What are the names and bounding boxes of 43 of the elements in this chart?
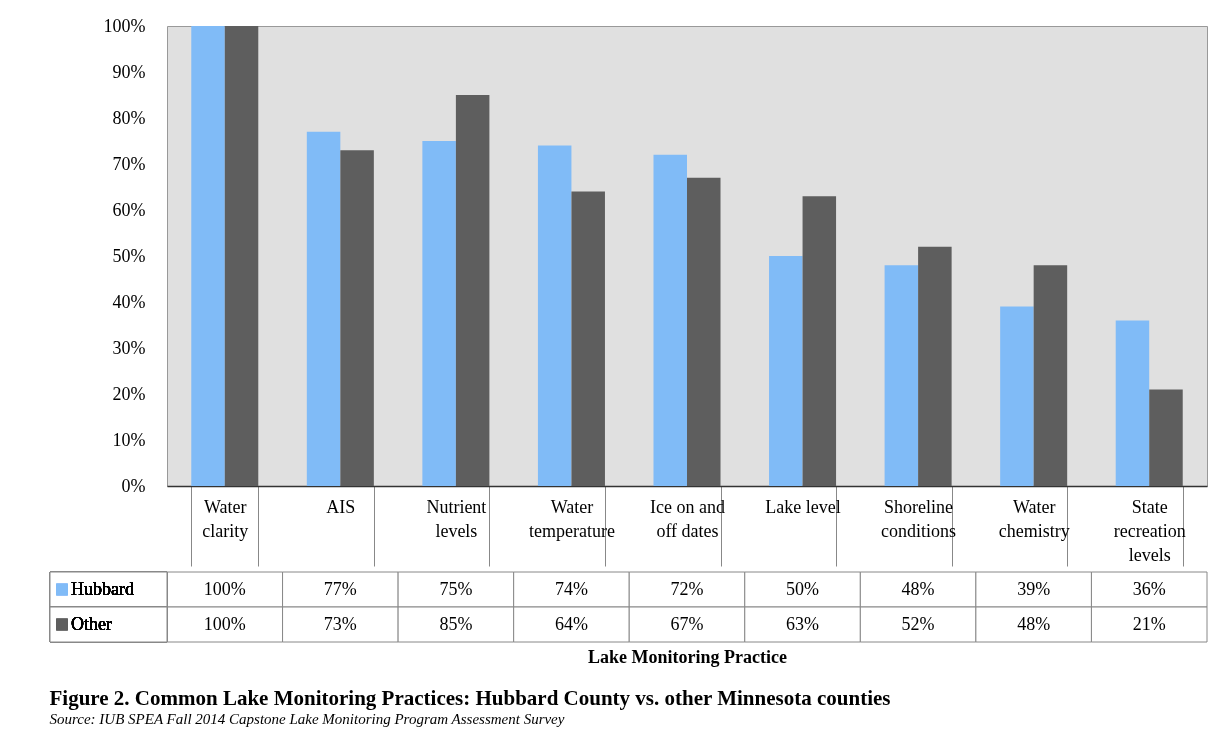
data-label: 39% <box>1017 578 1051 599</box>
x-tick-label: State recreation levels <box>1113 496 1186 565</box>
x-tick-label: Water clarity <box>202 496 249 541</box>
source-note: Source: IUB SPEA Fall 2014 Capstone Lake Monitoring Program Assessment Survey <box>49 711 565 727</box>
data-label: 100% <box>203 613 246 634</box>
y-tick-label: 70% <box>112 153 146 174</box>
data-label: 75% <box>439 578 473 599</box>
x-tick-label: Water temperature <box>528 496 615 541</box>
data-label: 52% <box>901 613 935 634</box>
data-label: 36% <box>1132 578 1166 599</box>
y-tick-label: 0% <box>121 475 146 496</box>
data-label: 74% <box>554 578 588 599</box>
x-tick-label: Ice on and off dates <box>650 496 725 541</box>
y-tick-label: 10% <box>112 429 146 450</box>
data-label: 73% <box>323 613 357 634</box>
data-label: 77% <box>323 578 357 599</box>
x-tick-label: Nutrient levels <box>426 496 487 541</box>
data-label: 72% <box>670 578 704 599</box>
y-tick-label: 30% <box>112 337 146 358</box>
data-label: 63% <box>786 613 820 634</box>
data-label: 64% <box>554 613 588 634</box>
y-tick-label: 40% <box>112 291 146 312</box>
data-label: 48% <box>1017 613 1051 634</box>
x-tick-label: AIS <box>326 496 356 517</box>
data-label: 48% <box>901 578 935 599</box>
y-tick-label: 80% <box>112 107 146 128</box>
legend-label: Hubbard <box>71 578 134 599</box>
data-label: 50% <box>786 578 820 599</box>
legend-label: Other <box>71 613 112 634</box>
data-label: 67% <box>670 613 704 634</box>
data-label: 21% <box>1132 613 1166 634</box>
y-tick-label: 50% <box>112 245 146 266</box>
x-tick-label: Lake level <box>765 496 841 517</box>
y-tick-label: 60% <box>112 199 146 220</box>
data-label: 100% <box>203 578 246 599</box>
x-tick-label: Shoreline conditions <box>881 496 957 541</box>
y-tick-label: 90% <box>112 61 146 82</box>
data-label: 85% <box>439 613 473 634</box>
x-axis-title: Lake Monitoring Practice <box>588 646 787 667</box>
text: Figure 2. Common Lake Monitoring Practices: Hubbard County vs. other Minnesota counties <box>49 686 891 710</box>
x-tick-label: Water chemistry <box>998 496 1070 541</box>
y-tick-label: 20% <box>112 383 146 404</box>
y-tick-label: 100% <box>103 15 146 36</box>
